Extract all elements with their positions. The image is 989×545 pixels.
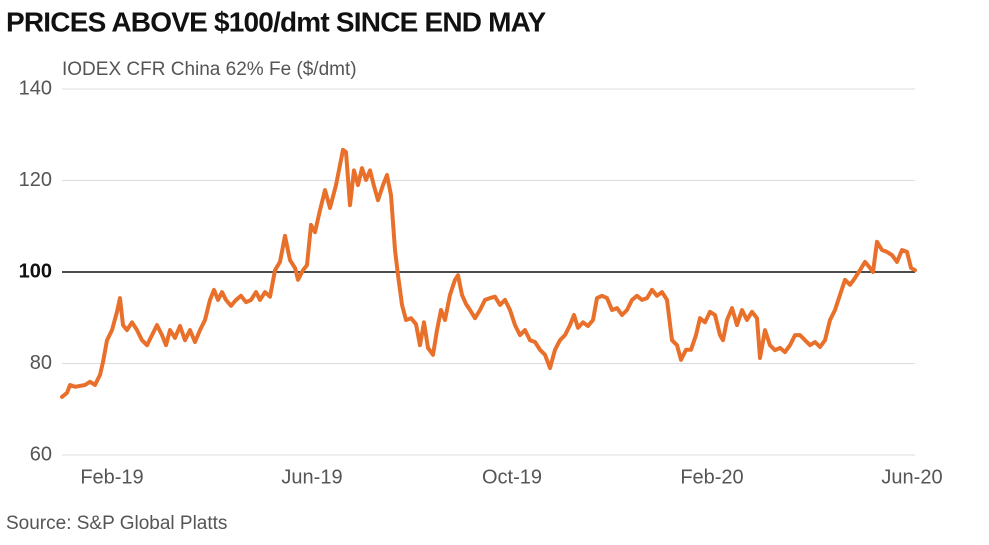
chart-title: PRICES ABOVE $100/dmt SINCE END MAY [6, 6, 547, 37]
x-tick-label: Oct-19 [482, 466, 542, 488]
x-tick-label: Jun-19 [281, 466, 342, 488]
x-tick-label: Jun-20 [881, 466, 942, 488]
chart-subtitle: IODEX CFR China 62% Fe ($/dmt) [62, 59, 357, 80]
y-tick-label: 100 [19, 260, 52, 282]
x-tick-label: Feb-20 [680, 466, 743, 488]
y-tick-label: 80 [30, 352, 52, 374]
y-tick-label: 140 [19, 77, 52, 99]
x-tick-label: Feb-19 [80, 466, 143, 488]
y-tick-label: 120 [19, 169, 52, 191]
source-note: Source: S&P Global Platts [6, 513, 227, 534]
price-line [60, 147, 917, 399]
y-tick-label: 60 [30, 443, 52, 465]
